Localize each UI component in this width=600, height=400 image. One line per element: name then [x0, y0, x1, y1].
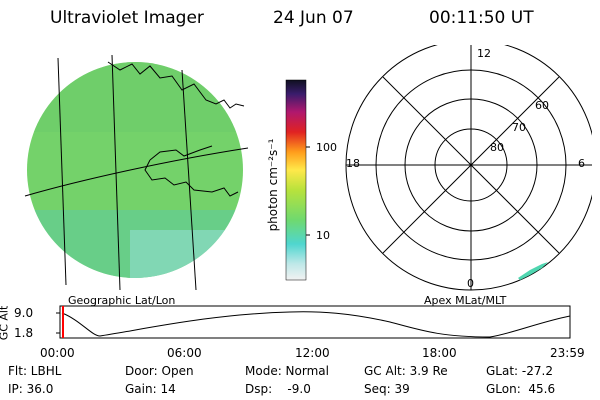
- altitude-ytick-9: 9.0: [14, 306, 34, 320]
- altitude-xtick-2359: 23:59: [550, 346, 585, 360]
- info-door: Door: Open: [125, 364, 194, 378]
- colorbar-scale: [285, 79, 307, 281]
- date-label: 24 Jun 07: [273, 8, 354, 28]
- mlt-label-0: 0: [467, 277, 474, 290]
- mlat-label-80: 80: [490, 141, 504, 154]
- altitude-xtick-0000: 00:00: [40, 346, 75, 360]
- info-flt: Flt: LBHL: [8, 364, 62, 378]
- altitude-curve: [61, 311, 571, 338]
- colorbar-tick-10: 10: [316, 229, 330, 242]
- geographic-image-panel: [24, 54, 249, 291]
- info-seq: Seq: 39: [364, 382, 410, 396]
- info-ip: IP: 36.0: [8, 382, 54, 396]
- apex-caption: Apex MLat/MLT: [424, 294, 507, 307]
- colorbar-tick-100: 100: [316, 141, 337, 154]
- aurora-patch: [518, 262, 548, 280]
- altitude-ytick-1-8: 1.8: [14, 326, 34, 340]
- altitude-xtick-1200: 12:00: [295, 346, 330, 360]
- mlat-label-60: 60: [535, 99, 549, 112]
- mlat-label-70: 70: [512, 121, 526, 134]
- info-glat: GLat: -27.2: [486, 364, 553, 378]
- mlt-label-18: 18: [346, 157, 360, 170]
- info-gain: Gain: 14: [125, 382, 176, 396]
- mlt-label-6: 6: [578, 157, 585, 170]
- info-mode: Mode: Normal: [245, 364, 329, 378]
- colorbar-unit-label: photon cm⁻²s⁻¹: [266, 138, 280, 232]
- altitude-strip-frame: [59, 305, 571, 339]
- info-dsp: Dsp: -9.0: [245, 382, 311, 396]
- lat-lon-grid: [24, 54, 249, 291]
- geographic-caption: Geographic Lat/Lon: [68, 294, 176, 307]
- time-label: 00:11:50 UT: [429, 8, 534, 28]
- instrument-title: Ultraviolet Imager: [50, 8, 204, 28]
- altitude-strip: [56, 305, 571, 339]
- altitude-xtick-0600: 06:00: [167, 346, 202, 360]
- coastline: [107, 61, 245, 197]
- polar-plot: [345, 45, 592, 291]
- info-glon: GLon: 45.6: [486, 382, 556, 396]
- altitude-xtick-1800: 18:00: [422, 346, 457, 360]
- colorbar: [285, 79, 310, 281]
- mlt-label-12: 12: [477, 47, 491, 60]
- altitude-axis-label: GC Alt: [0, 305, 11, 341]
- info-gc-alt: GC Alt: 3.9 Re: [364, 364, 448, 378]
